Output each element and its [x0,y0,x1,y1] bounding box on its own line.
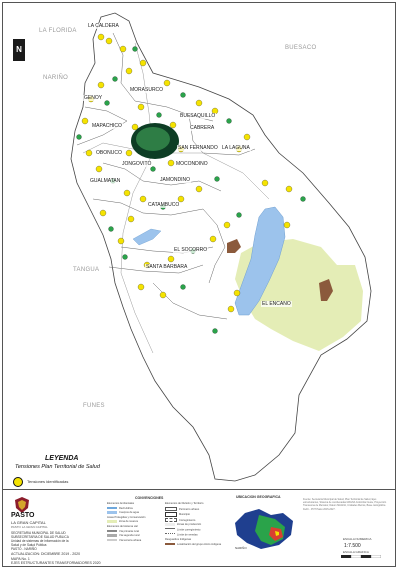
neighbor-la-florida: LA FLORIDA [39,28,77,34]
pasto-logo-icon [15,497,29,513]
secretaria-text: SECRETARIA MUNICIPAL DE SALUD SUBSECRETA… [11,531,69,551]
north-arrow-icon: N [13,39,25,61]
location-title: UBICACION GEOGRAFICA [236,495,281,499]
locality-el-encano: EL ENCANO [261,301,292,307]
map-footer: PASTO LA GRAN CAPITAL PASTO LA GRAN CAPI… [3,489,395,567]
legend-title: LEYENDA [45,455,79,462]
locality-gualmatan: GUALMATAN [89,178,122,184]
locality-mapachico: MAPACHICO [91,123,123,129]
inset-label: NARIÑO [235,545,247,550]
locality-jongovito: JONGOVITO [121,161,153,167]
org-slogan: LA GRAN CAPITAL [11,520,46,525]
locality-morasurco: MORASURCO [129,87,165,93]
locality-jamondino: JAMONDINO [159,177,191,183]
conventions-column-1: Elementos Ambientales Red Hídrica Cuerpo… [107,502,146,542]
urban-core [131,123,179,159]
org-name: PASTO [11,512,35,519]
map-notes: Fuente: Secretaría Municipal de Salud, P… [303,498,387,511]
map-area[interactable]: N LA FLORIDA BUESACO NARIÑO TANGUA FUNES… [3,3,395,489]
locality-catambuco: CATAMBUCO [147,202,181,208]
municipality-boundary [70,12,372,482]
scale-bar-icon [341,555,381,558]
locality-obonuco: OBONUCO [95,150,123,156]
locality-santa-barbara: SANTA BARBARA [145,264,189,270]
map-reference: ACTUALIZACION: DICIEMBRE 2019 - 2020 MAP… [11,552,101,565]
map-frame [2,2,396,567]
scale-graphic-title: ESCALA GRAFICA [343,550,369,554]
neighbor-tangua: TANGUA [73,267,100,273]
legend-symbol-label: Tensiones identificadas [27,479,69,484]
locality-la-caldera: LA CALDERA [87,23,120,29]
locality-genoy: GENOY [83,95,104,101]
locality-buesaquillo: BUESAQUILLO [179,113,217,119]
neighbor-buesaco: BUESACO [285,45,317,51]
lake [234,206,286,316]
small-lake [132,228,162,246]
scale-title: ESCALA NUMERICA [343,537,372,541]
conventions-column-2: Elementos de División y Territorio Perím… [165,502,222,546]
locality-el-socorro: EL SOCORRO [173,247,209,253]
location-inset-map: NARIÑO [235,509,293,550]
scale-value: 1:7.500 [344,543,361,549]
legend-subtitle: Tensiones Plan Territorial de Salud [15,464,100,470]
indigenous-area-1 [227,239,241,253]
locality-cabrera: CABRERA [189,125,216,131]
indigenous-area-2 [319,279,333,301]
org-motto: PASTO LA GRAN CAPITAL [11,525,48,529]
neighbor-funes: FUNES [83,403,105,409]
neighbor-narino: NARIÑO [43,75,69,81]
locality-la-laguna: LA LAGUNA [221,145,251,151]
conventions-title: CONVENCIONES [135,496,164,500]
locality-mocondino: MOCONDINO [175,161,209,167]
locality-san-fernando: SAN FERNANDO [177,145,219,151]
tension-symbol-icon [13,477,23,487]
